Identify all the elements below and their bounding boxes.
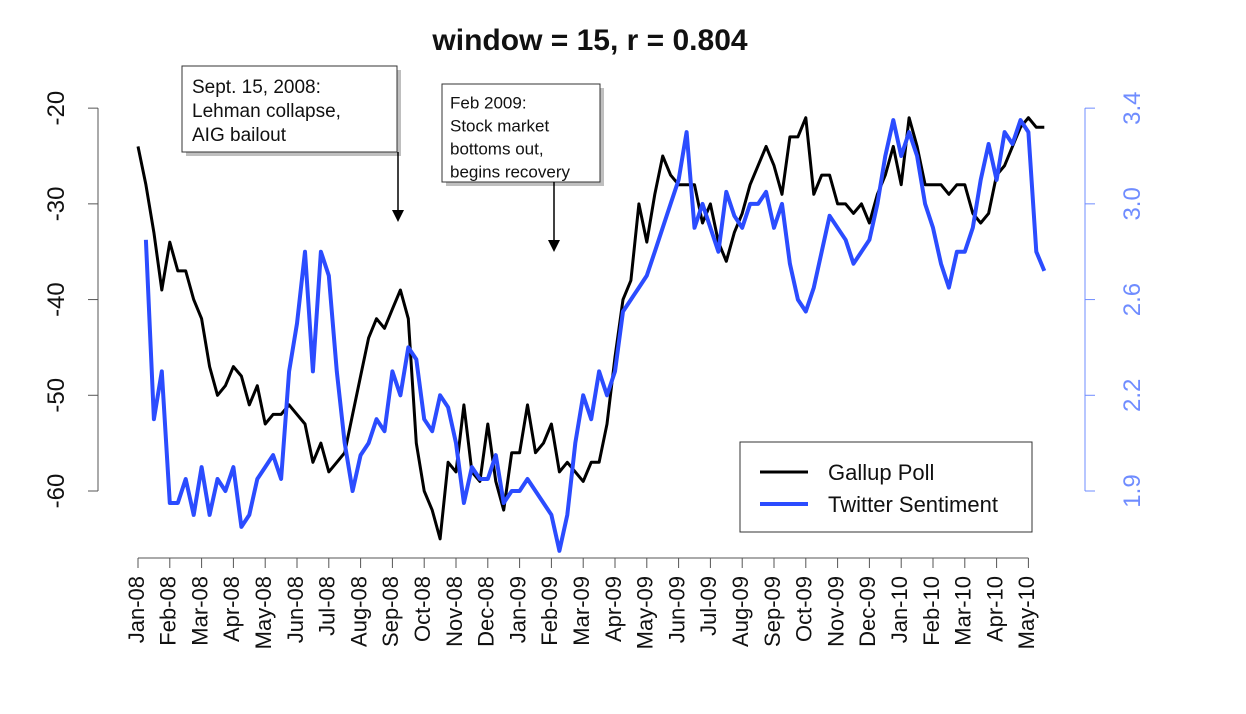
x-tick-label: Dec-09: [855, 576, 880, 647]
y2-tick-label: 3.0: [1119, 187, 1146, 220]
x-tick-label: Mar-09: [569, 576, 594, 646]
y-tick-label: -30: [43, 187, 70, 222]
annotation-text: Stock market: [450, 116, 549, 135]
y-tick-label: -40: [43, 282, 70, 317]
x-tick-label: Dec-08: [474, 576, 499, 647]
x-tick-label: Sep-09: [760, 576, 785, 647]
annotation-text: Lehman collapse,: [192, 101, 341, 122]
legend-box: [739, 441, 1033, 533]
annotation-2: [441, 83, 604, 252]
x-tick-label: Jun-08: [283, 576, 308, 643]
x-tick-label: Oct-09: [792, 576, 817, 642]
y-tick-label: -60: [43, 474, 70, 509]
annotation-arrowhead: [392, 210, 404, 222]
y2-tick-label: 1.9: [1119, 474, 1146, 507]
x-tick-label: Feb-08: [156, 576, 181, 646]
x-tick-label: Oct-08: [410, 576, 435, 642]
x-tick-label: Apr-08: [219, 576, 244, 642]
annotation-text: bottoms out,: [450, 139, 544, 158]
x-tick-label: Aug-08: [346, 576, 371, 647]
annotation-text: Sept. 15, 2008:: [192, 77, 321, 98]
annotation-box: [441, 83, 601, 183]
x-tick-label: Mar-10: [951, 576, 976, 646]
series-line: [143, 118, 1047, 553]
x-tick-label: May-10: [1014, 576, 1039, 649]
annotation-arrowhead: [548, 240, 560, 252]
x-tick-label: Feb-09: [537, 576, 562, 646]
x-tick-label: Apr-09: [601, 576, 626, 642]
x-tick-label: May-08: [251, 576, 276, 649]
x-tick-label: Jul-09: [696, 576, 721, 636]
legend-label: Twitter Sentiment: [828, 492, 998, 517]
annotation-text: Feb 2009:: [450, 93, 527, 112]
y-tick-label: -50: [43, 378, 70, 413]
y2-tick-label: 3.4: [1119, 91, 1146, 124]
x-tick-label: May-09: [633, 576, 658, 649]
x-tick-label: Nov-08: [442, 576, 467, 647]
annotation-box: [181, 65, 398, 153]
x-tick-label: Jun-09: [664, 576, 689, 643]
legend-label: Gallup Poll: [828, 460, 934, 485]
x-tick-label: Nov-09: [823, 576, 848, 647]
x-tick-label: Jan-09: [505, 576, 530, 643]
x-tick-label: Sep-08: [378, 576, 403, 647]
x-tick-label: Aug-09: [728, 576, 753, 647]
annotation-1: [181, 65, 404, 222]
y2-tick-label: 2.2: [1119, 379, 1146, 412]
y2-tick-label: 2.6: [1119, 283, 1146, 316]
x-tick-label: Jan-08: [124, 576, 149, 643]
x-tick-label: Mar-08: [187, 576, 212, 646]
y-tick-label: -20: [43, 91, 70, 126]
series-line: [136, 116, 1045, 541]
annotation-text: begins recovery: [450, 162, 571, 181]
annotation-text: AIG bailout: [192, 125, 287, 146]
x-tick-label: Jan-10: [887, 576, 912, 643]
x-tick-label: Apr-10: [982, 576, 1007, 642]
chart-title: window = 15, r = 0.804: [431, 24, 747, 57]
x-tick-label: Feb-10: [919, 576, 944, 646]
x-tick-label: Jul-08: [315, 576, 340, 636]
